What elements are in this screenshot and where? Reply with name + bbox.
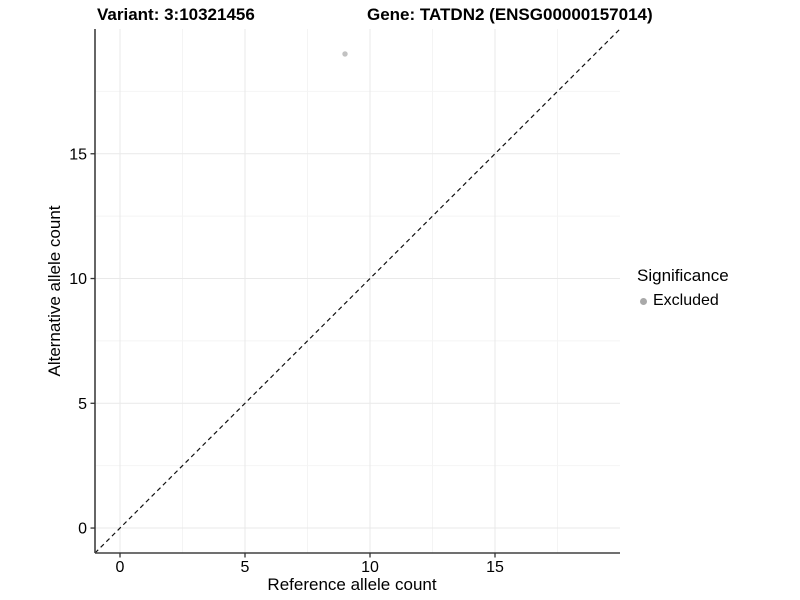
x-tick-label: 10 — [361, 559, 379, 576]
y-tick-label: 0 — [78, 521, 87, 538]
plot-title-gene: Gene: TATDN2 (ENSG00000157014) — [367, 5, 653, 24]
x-tick-label: 15 — [486, 559, 504, 576]
x-axis-title: Reference allele count — [267, 575, 437, 594]
legend: Significance Excluded — [637, 266, 729, 310]
y-axis-title: Alternative allele count — [45, 205, 64, 377]
plot-title-variant: Variant: 3:10321456 — [97, 5, 255, 24]
data-point — [342, 51, 348, 57]
legend-marker-circle-icon — [640, 297, 647, 305]
x-tick-label: 5 — [241, 559, 250, 576]
y-tick-label: 10 — [69, 271, 87, 288]
legend-item-label: Excluded — [653, 292, 719, 309]
y-tick-label: 15 — [69, 146, 87, 163]
y-tick-label: 5 — [78, 396, 87, 413]
legend-title: Significance — [637, 266, 729, 285]
legend-item-excluded: Excluded — [640, 292, 729, 310]
x-tick-label: 0 — [116, 559, 125, 576]
identity-line — [94, 28, 621, 554]
